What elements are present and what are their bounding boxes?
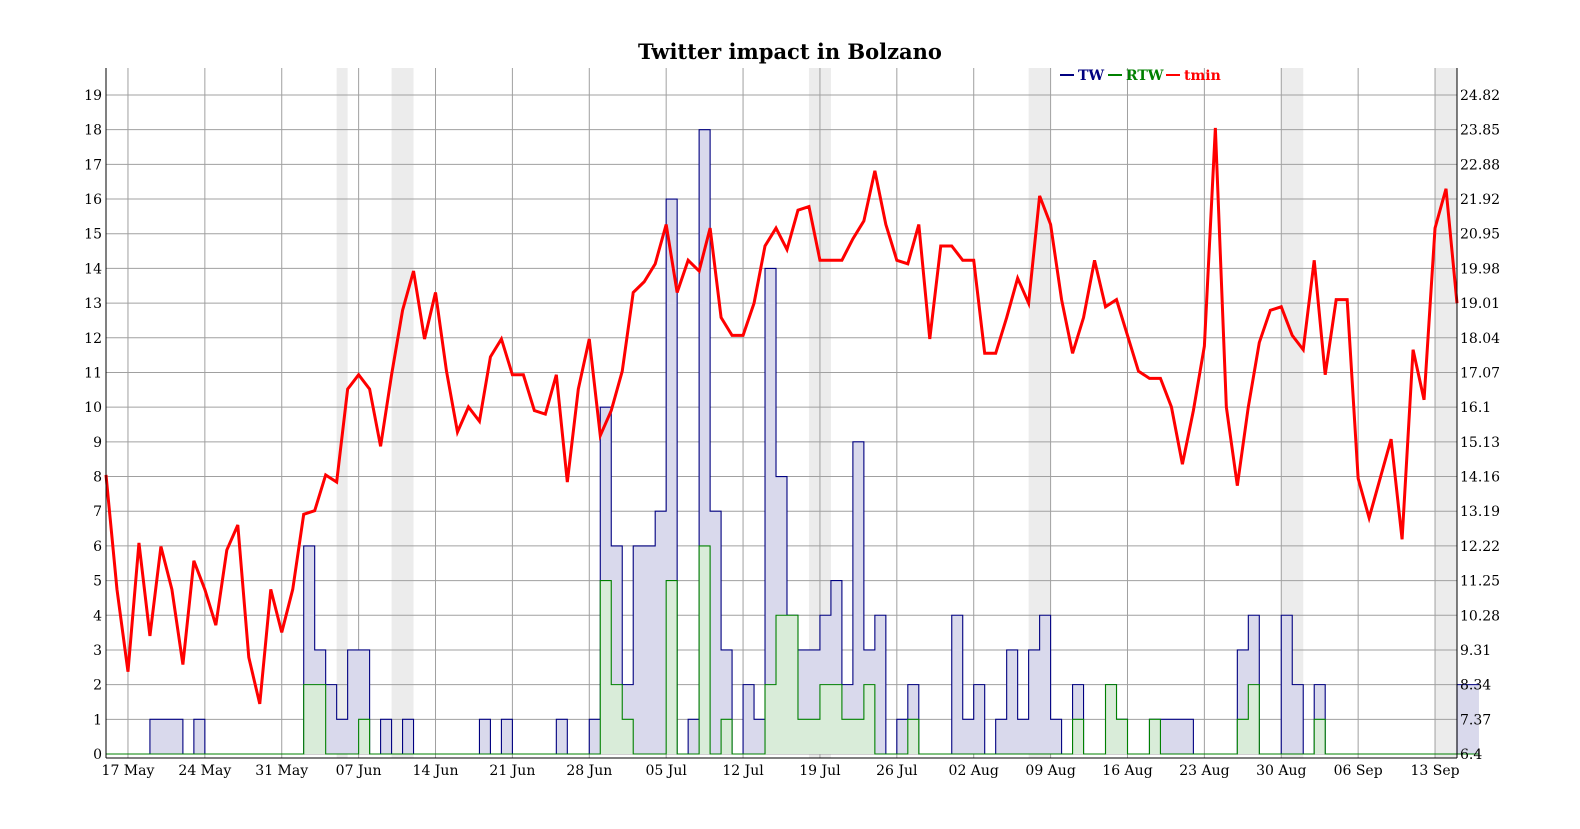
y-left-tick-label: 0 [93,747,102,763]
x-tick-label: 19 Jul [799,763,841,779]
legend-label-tmin: tmin [1184,68,1221,84]
legend: TW RTW tmin [1060,68,1221,84]
y-left-tick-label: 10 [84,400,102,416]
y-right-tick-label: 16.1 [1460,400,1491,416]
x-tick-label: 31 May [255,763,308,779]
legend-label-tw: TW [1078,68,1104,84]
y-right-tick-label: 22.88 [1460,157,1500,173]
chart-title: Twitter impact in Bolzano [638,39,942,64]
y-left-tick-label: 13 [84,296,102,312]
x-tick-label: 02 Aug [949,763,999,779]
x-tick-label: 07 Jun [336,763,382,779]
y-right-tick-label: 24.82 [1460,88,1500,104]
y-right-tick-label: 20.95 [1460,227,1500,243]
y-left-tick-label: 19 [84,88,102,104]
y-right-tick-label: 6.4 [1460,747,1482,763]
x-tick-label: 17 May [102,763,155,779]
y-left-tick-label: 18 [84,123,102,139]
x-tick-label: 12 Jul [722,763,764,779]
y-right-tick-label: 21.92 [1460,192,1500,208]
y-left-tick-label: 17 [84,157,102,173]
y-right-tick-label: 13.19 [1460,504,1500,520]
legend-label-rtw: RTW [1126,68,1164,84]
y-right-tick-label: 19.98 [1460,261,1500,277]
shaded-period-1 [392,68,414,758]
y-left-tick-label: 14 [84,261,102,277]
y-right-tick-label: 12.22 [1460,539,1500,555]
y-right-tick-label: 7.37 [1460,712,1491,728]
x-tick-label: 26 Jul [876,763,918,779]
y-right-tick-label: 23.85 [1460,123,1500,139]
y-right-tick-label: 17.07 [1460,365,1500,381]
y-right-tick-label: 8.34 [1460,678,1491,694]
y-left-tick-label: 8 [93,470,102,486]
y-left-tick-label: 6 [93,539,102,555]
y-left-tick-label: 3 [93,643,102,659]
y-left-tick-label: 11 [84,365,102,381]
y-right-tick-label: 11.25 [1460,574,1500,590]
x-tick-label: 06 Sep [1334,763,1383,779]
y-right-tick-label: 9.31 [1460,643,1491,659]
y-left-tick-label: 9 [93,435,102,451]
shaded-period-5 [1435,68,1457,758]
y-left-tick-label: 12 [84,331,102,347]
y-left-tick-label: 1 [93,712,102,728]
y-right-tick-label: 15.13 [1460,435,1500,451]
x-tick-label: 13 Sep [1410,763,1459,779]
y-left-tick-label: 7 [93,504,102,520]
y-right-tick-label: 19.01 [1460,296,1500,312]
y-left-tick-label: 16 [84,192,102,208]
x-tick-label: 14 Jun [413,763,459,779]
y-left-tick-label: 2 [93,678,102,694]
y-left-tick-label: 5 [93,574,102,590]
x-tick-label: 28 Jun [566,763,612,779]
y-right-tick-label: 18.04 [1460,331,1500,347]
x-tick-label: 24 May [178,763,231,779]
x-tick-label: 16 Aug [1102,763,1152,779]
x-tick-label: 23 Aug [1179,763,1229,779]
y-right-tick-label: 14.16 [1460,470,1500,486]
x-tick-label: 21 Jun [489,763,535,779]
x-tick-label: 05 Jul [645,763,687,779]
y-right-tick-label: 10.28 [1460,608,1500,624]
y-left-tick-label: 15 [84,227,102,243]
x-tick-label: 30 Aug [1256,763,1306,779]
x-tick-label: 09 Aug [1025,763,1075,779]
y-left-tick-label: 4 [93,608,102,624]
